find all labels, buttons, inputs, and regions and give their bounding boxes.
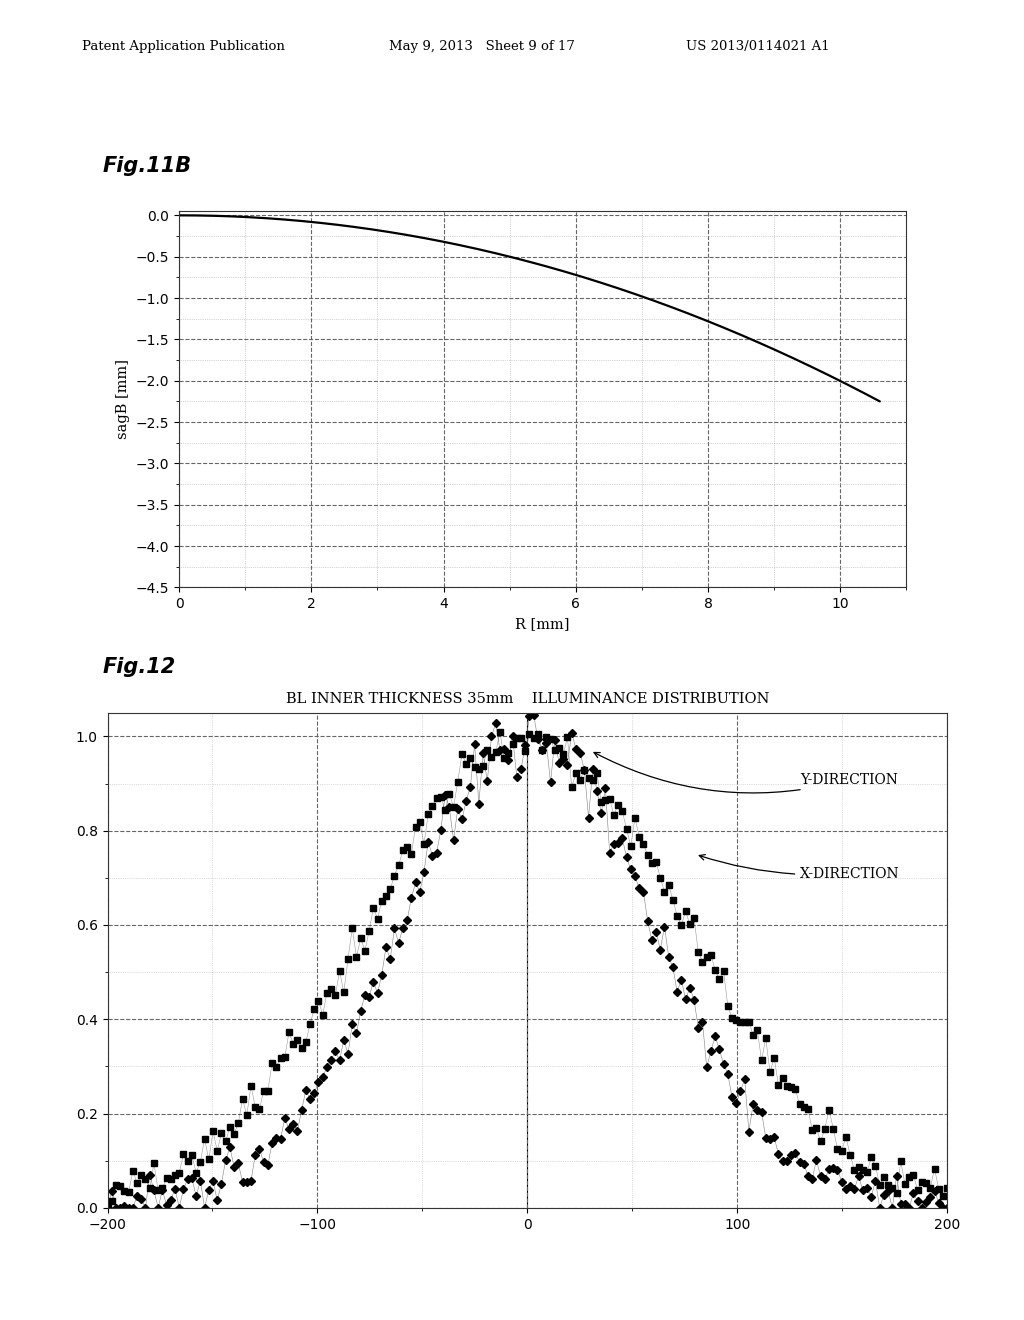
Text: May 9, 2013   Sheet 9 of 17: May 9, 2013 Sheet 9 of 17 bbox=[389, 40, 575, 53]
Y-DIRECTION bbox=[941, 1200, 953, 1216]
Y-DIRECTION bbox=[135, 1191, 147, 1206]
Text: Fig.11B: Fig.11B bbox=[102, 156, 191, 176]
Y-DIRECTION bbox=[101, 1200, 114, 1216]
Y-DIRECTION bbox=[325, 1052, 337, 1068]
Text: X-DIRECTION: X-DIRECTION bbox=[699, 854, 900, 880]
X-DIRECTION bbox=[257, 1084, 269, 1100]
X-DIRECTION bbox=[152, 1183, 164, 1199]
Y-DIRECTION bbox=[257, 1154, 269, 1170]
X-axis label: R [mm]: R [mm] bbox=[515, 616, 570, 631]
X-DIRECTION bbox=[903, 1170, 915, 1185]
Y-DIRECTION bbox=[873, 1200, 886, 1216]
Y-axis label: sagB [mm]: sagB [mm] bbox=[117, 359, 130, 440]
Y-DIRECTION bbox=[152, 1200, 164, 1216]
X-DIRECTION bbox=[873, 1176, 886, 1192]
Text: Fig.12: Fig.12 bbox=[102, 657, 176, 677]
Y-DIRECTION bbox=[527, 708, 540, 723]
X-DIRECTION bbox=[494, 723, 506, 739]
Text: Patent Application Publication: Patent Application Publication bbox=[82, 40, 285, 53]
X-DIRECTION bbox=[101, 1200, 114, 1216]
X-DIRECTION bbox=[135, 1167, 147, 1183]
Line: Y-DIRECTION: Y-DIRECTION bbox=[104, 713, 950, 1210]
Text: Y-DIRECTION: Y-DIRECTION bbox=[594, 752, 898, 793]
Y-DIRECTION bbox=[903, 1200, 915, 1216]
X-DIRECTION bbox=[325, 981, 337, 997]
Line: X-DIRECTION: X-DIRECTION bbox=[104, 729, 950, 1210]
X-DIRECTION bbox=[941, 1180, 953, 1196]
Title: BL INNER THICKNESS 35mm    ILLUMINANCE DISTRIBUTION: BL INNER THICKNESS 35mm ILLUMINANCE DIST… bbox=[286, 692, 769, 706]
Text: US 2013/0114021 A1: US 2013/0114021 A1 bbox=[686, 40, 829, 53]
